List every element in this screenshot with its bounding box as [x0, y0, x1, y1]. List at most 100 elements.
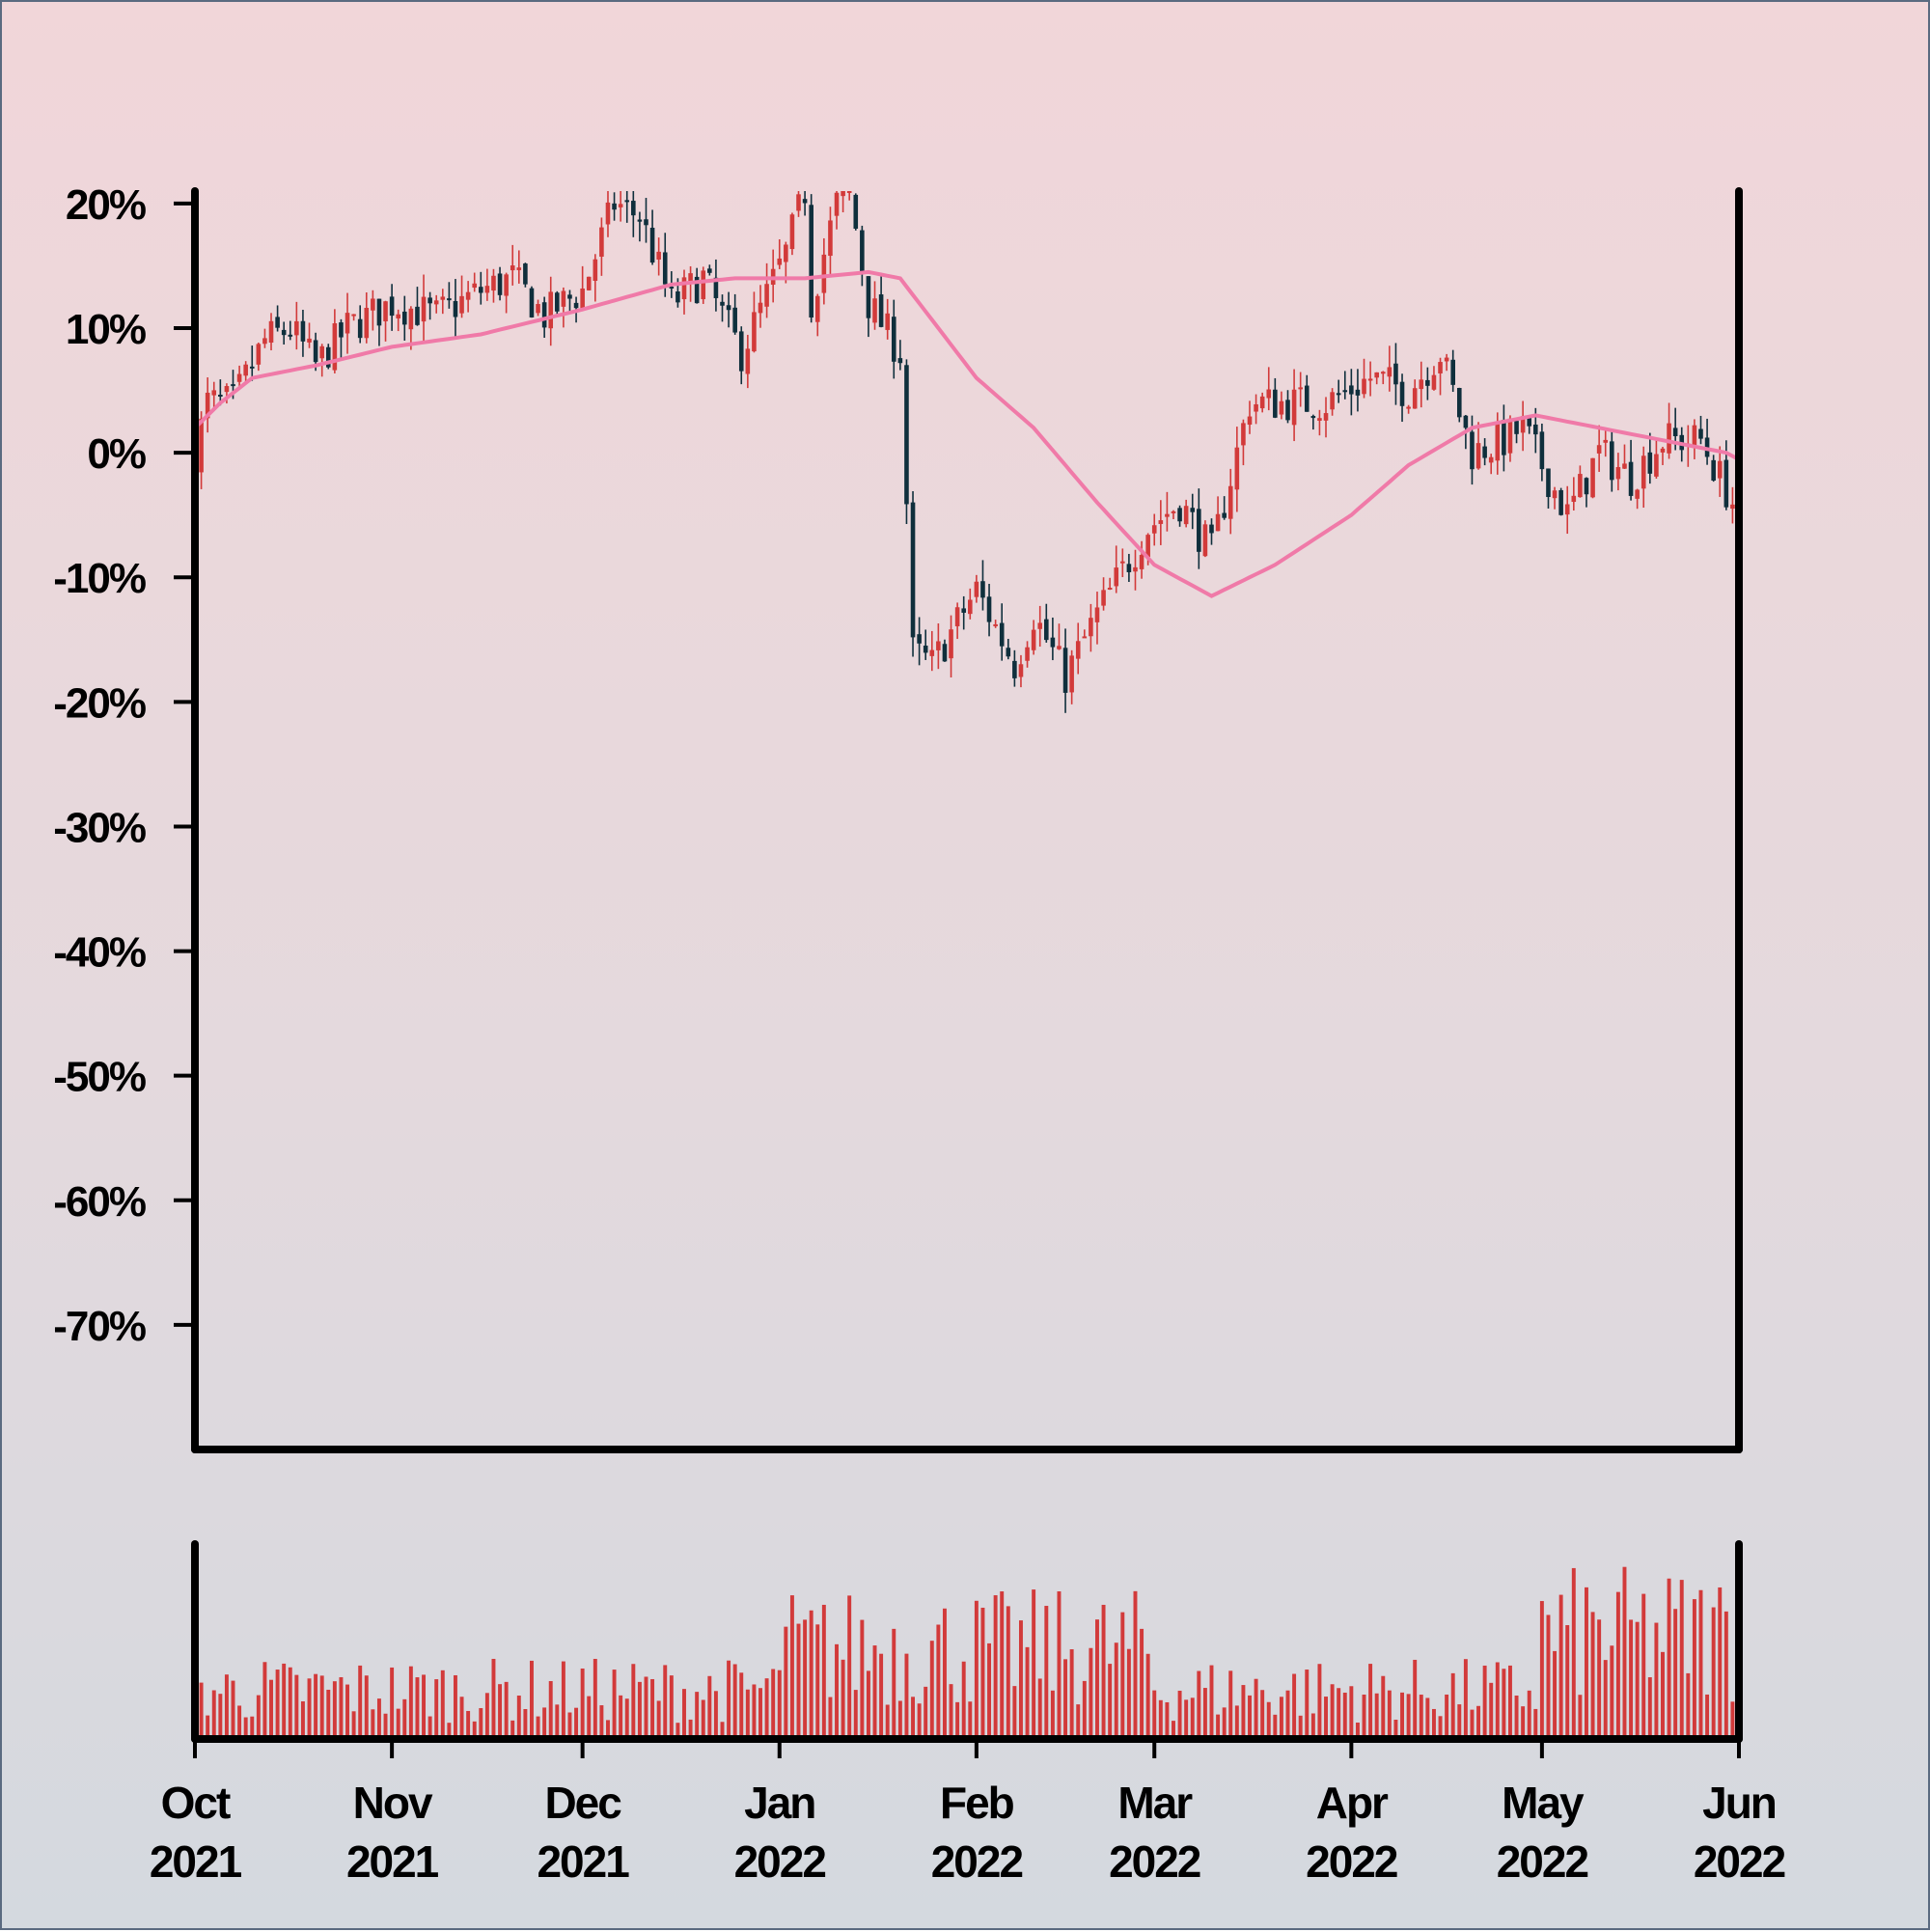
volume-bar [1126, 1648, 1131, 1739]
volume-bar [1355, 1722, 1360, 1739]
volume-bar [288, 1667, 292, 1739]
candle-body [218, 395, 223, 398]
volume-bar [1558, 1594, 1563, 1739]
volume-bar [498, 1684, 503, 1739]
candle-body [1266, 389, 1272, 399]
candle-body [936, 641, 941, 650]
volume-bar [1673, 1609, 1678, 1739]
candle-body [1470, 431, 1475, 470]
candle-body [1539, 431, 1545, 470]
volume-bar [764, 1678, 769, 1739]
volume-bar [1368, 1664, 1373, 1739]
volume-bar [339, 1676, 344, 1739]
candle-body [942, 644, 948, 662]
volume-bar [542, 1707, 547, 1739]
candle-body [1527, 415, 1532, 427]
volume-bar [319, 1675, 324, 1739]
candle-body [548, 291, 554, 329]
volume-bar [803, 1619, 808, 1739]
candle-body [662, 252, 668, 285]
candle-body [745, 348, 751, 374]
volume-bar [624, 1698, 629, 1739]
volume-bar [1476, 1705, 1481, 1739]
candle-body [1069, 655, 1074, 693]
candle-body [294, 320, 299, 336]
volume-bar [1158, 1699, 1163, 1739]
candle-body [256, 344, 262, 365]
volume-bar [841, 1659, 845, 1739]
candle-body [275, 317, 280, 328]
candle-body [586, 276, 592, 290]
volume-bar [1400, 1692, 1404, 1739]
volume-bar [1342, 1692, 1347, 1739]
candle-body [1628, 461, 1634, 496]
volume-bar [1037, 1678, 1042, 1739]
candle-body [853, 194, 859, 229]
volume-bar [701, 1699, 705, 1739]
volume-bar [1622, 1566, 1627, 1739]
candle-body [1533, 424, 1538, 435]
volume-bar [682, 1689, 686, 1739]
volume-bar [434, 1679, 439, 1739]
volume-bar [1381, 1675, 1386, 1739]
candle-body [917, 634, 922, 644]
candle-body [231, 384, 235, 387]
tick-labels: 20% 10% 0% -10% -20% -30% -40% -50% -60% -70% Oct 2… [53, 181, 1786, 1887]
candle-body [1711, 459, 1716, 481]
candle-body [484, 286, 490, 293]
candle-body [371, 298, 375, 311]
candle-body [504, 274, 509, 296]
volume-bar [1419, 1695, 1423, 1739]
candle-body [1660, 448, 1666, 453]
volume-bar [784, 1626, 788, 1739]
volume-bar [1190, 1697, 1195, 1739]
volume-bar [1578, 1695, 1583, 1739]
volume-bar [1057, 1591, 1062, 1739]
volume-bar [853, 1690, 858, 1739]
volume-bar [612, 1670, 617, 1739]
volume-bar [1012, 1686, 1017, 1739]
candle-body [1438, 362, 1443, 373]
volume-bar [447, 1723, 452, 1739]
candle-body [1057, 646, 1062, 649]
volume-bar [1279, 1697, 1283, 1739]
candle-body [1475, 443, 1481, 469]
volume-bar [593, 1658, 597, 1739]
volume-bar [955, 1701, 960, 1739]
volume-bar [224, 1674, 229, 1739]
candle-body [1075, 641, 1081, 659]
x-tick-month: Feb [940, 1778, 1014, 1828]
candle-body [980, 581, 985, 598]
candle-body [447, 298, 452, 301]
candle-body [529, 288, 535, 317]
volume-bar [949, 1684, 953, 1739]
volume-bar [256, 1695, 261, 1739]
volume-bar [1425, 1697, 1430, 1739]
volume-bar [1603, 1660, 1608, 1739]
volume-bar [1635, 1621, 1640, 1739]
candle-body [688, 273, 693, 282]
candle-body [1126, 564, 1132, 572]
candle-body [1412, 388, 1418, 409]
volume-bar [1393, 1719, 1398, 1739]
volume-bar [1202, 1688, 1207, 1739]
candle-body [910, 502, 916, 638]
volume-bar [587, 1696, 592, 1739]
x-tick-year: 2022 [931, 1836, 1023, 1887]
candle-body [1171, 511, 1176, 513]
volume-bar [752, 1684, 757, 1739]
candle-body [325, 346, 331, 368]
candle-body [694, 276, 700, 304]
volume-bar [1349, 1686, 1354, 1739]
candle-body [262, 338, 267, 345]
candle-body [1330, 392, 1335, 410]
volume-bar [1101, 1604, 1106, 1739]
candle-body [929, 649, 935, 656]
volume-bar [1387, 1690, 1392, 1739]
candle-body [802, 199, 808, 204]
volume-bar [1222, 1707, 1227, 1739]
candle-body [1107, 588, 1113, 591]
volume-bar [275, 1670, 280, 1739]
candle-body [1610, 441, 1614, 481]
candle-body [307, 338, 312, 343]
